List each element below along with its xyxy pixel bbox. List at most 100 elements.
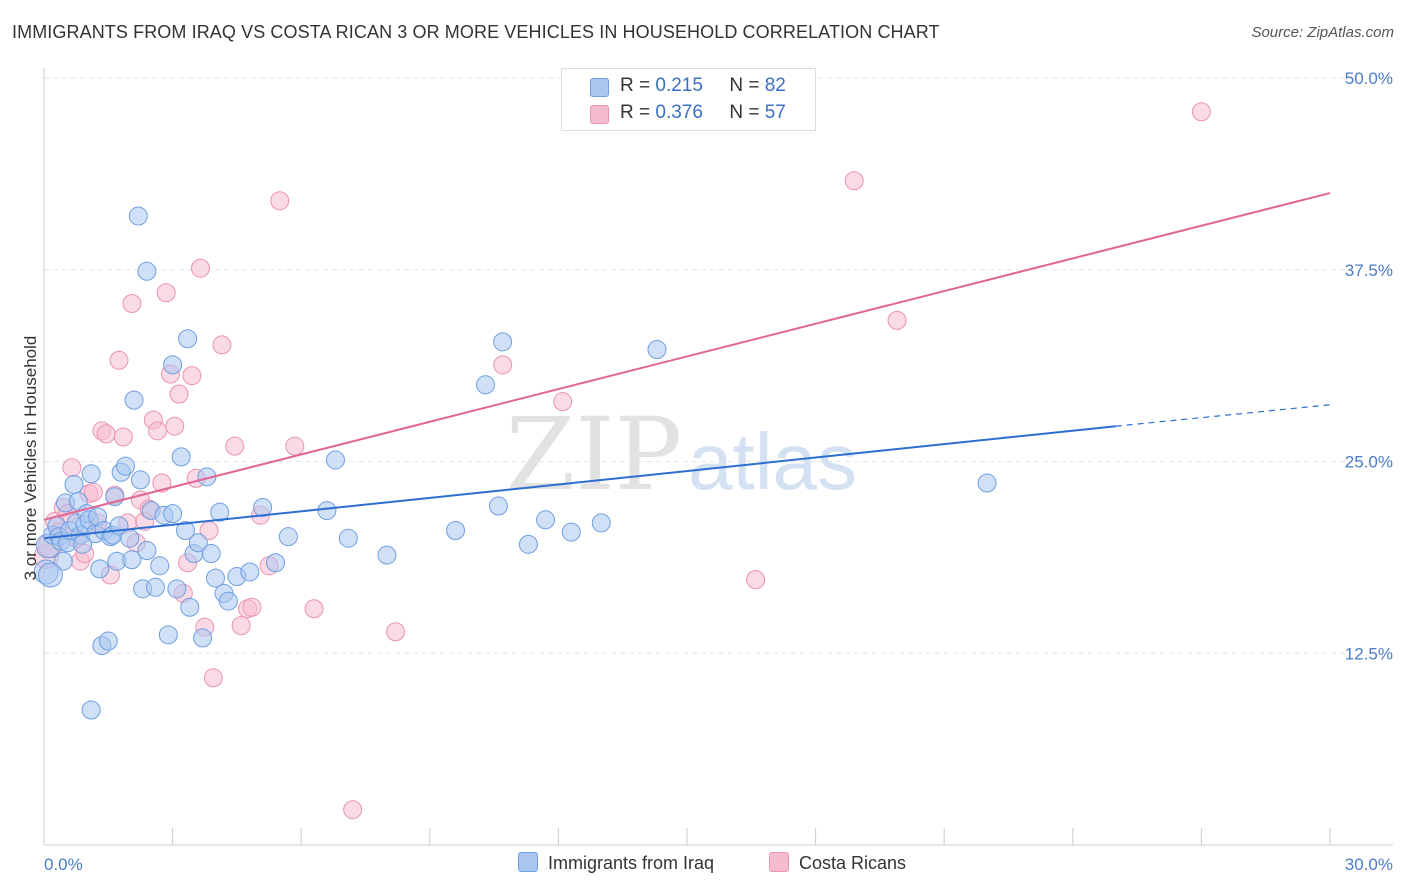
trend-line-costa-rica <box>43 192 1331 521</box>
trend-line-iraq <box>43 425 1116 540</box>
data-point-costa-rica <box>96 424 116 444</box>
data-point-costa-rica <box>386 622 406 642</box>
data-point-costa-rica <box>212 335 232 355</box>
data-point-iraq <box>317 501 337 521</box>
data-point-costa-rica <box>225 436 245 456</box>
data-point-iraq <box>124 390 144 410</box>
data-point-costa-rica <box>1191 102 1211 122</box>
data-point-costa-rica <box>304 599 324 619</box>
data-point-iraq <box>518 534 538 554</box>
legend-r-value-iraq: 0.215 <box>655 75 703 96</box>
data-point-iraq <box>167 579 187 599</box>
data-point-costa-rica <box>844 171 864 191</box>
bottom-legend-label-iraq: Immigrants from Iraq <box>548 853 715 873</box>
data-point-iraq <box>188 533 208 553</box>
legend-n-value-iraq: 82 <box>764 75 786 96</box>
legend-n-label: N = <box>729 75 760 96</box>
data-point-iraq <box>647 340 667 360</box>
legend-r-label: R = <box>620 102 651 123</box>
data-point-iraq <box>163 355 183 375</box>
data-point-iraq <box>476 375 496 395</box>
source-label: Source: ZipAtlas.com <box>1251 24 1394 41</box>
chart-title: IMMIGRANTS FROM IRAQ VS COSTA RICAN 3 OR… <box>12 22 940 42</box>
y-axis-label: 3 or more Vehicles in Household <box>21 336 40 581</box>
data-point-costa-rica <box>203 668 223 688</box>
data-point-costa-rica <box>83 482 103 502</box>
data-point-iraq <box>561 522 581 542</box>
legend-swatch-iraq <box>590 78 609 97</box>
legend-swatch-costa-rica <box>590 105 609 124</box>
data-point-iraq <box>158 625 178 645</box>
data-point-iraq <box>218 591 238 611</box>
x-tick-label-start: 0.0% <box>44 855 83 874</box>
bottom-legend-iraq: Immigrants from Iraq <box>518 852 714 874</box>
data-point-costa-rica <box>113 427 133 447</box>
data-point-costa-rica <box>190 258 210 278</box>
data-point-iraq <box>81 700 101 720</box>
data-point-costa-rica <box>62 458 82 478</box>
bottom-legend-costa-rica: Costa Ricans <box>769 852 906 874</box>
y-tick-label: 37.5% <box>1345 261 1393 280</box>
data-point-iraq <box>150 556 170 576</box>
x-tick-label-end: 30.0% <box>1345 855 1393 874</box>
data-point-costa-rica <box>165 416 185 436</box>
data-point-iraq <box>115 456 135 476</box>
data-point-iraq <box>163 504 183 524</box>
stats-legend: R = 0.215 N = 82 R = 0.376 N = 57 <box>561 68 816 131</box>
data-point-iraq <box>205 568 225 588</box>
data-point-iraq <box>193 628 213 648</box>
data-point-costa-rica <box>493 355 513 375</box>
data-point-iraq <box>64 475 84 495</box>
data-point-iraq <box>377 545 397 565</box>
data-point-costa-rica <box>152 473 172 493</box>
bottom-legend-swatch-iraq <box>518 852 538 872</box>
data-point-iraq <box>73 534 93 554</box>
legend-n-value-costa-rica: 57 <box>764 102 786 123</box>
y-tick-label: 50.0% <box>1345 69 1393 88</box>
data-point-iraq <box>265 553 285 573</box>
data-point-iraq <box>253 498 273 518</box>
data-point-costa-rica <box>553 392 573 412</box>
watermark-zip: ZIP <box>506 396 682 513</box>
data-point-iraq <box>536 510 556 530</box>
data-point-iraq <box>128 206 148 226</box>
data-point-iraq <box>338 528 358 548</box>
legend-n-label: N = <box>729 102 760 123</box>
bottom-legend-swatch-costa-rica <box>769 852 789 872</box>
data-point-iraq <box>180 597 200 617</box>
data-point-costa-rica <box>285 436 305 456</box>
data-point-iraq <box>120 528 140 548</box>
bottom-legend-label-costa-rica: Costa Ricans <box>799 853 907 873</box>
data-point-iraq <box>53 551 73 571</box>
data-point-iraq <box>240 562 260 582</box>
data-point-costa-rica <box>231 616 251 636</box>
data-point-iraq <box>130 470 150 490</box>
data-point-iraq <box>137 261 157 281</box>
data-point-costa-rica <box>887 310 907 330</box>
data-point-iraq <box>81 464 101 484</box>
data-point-iraq <box>325 450 345 470</box>
data-point-iraq <box>145 577 165 597</box>
data-point-costa-rica <box>270 191 290 211</box>
data-point-iraq <box>493 332 513 352</box>
data-point-iraq <box>278 527 298 547</box>
data-point-iraq <box>210 502 230 522</box>
y-tick-label: 12.5% <box>1345 644 1393 663</box>
legend-r-label: R = <box>620 75 651 96</box>
trend-line-iraq-extension <box>1115 404 1331 427</box>
data-point-costa-rica <box>109 350 129 370</box>
data-point-costa-rica <box>148 421 168 441</box>
data-point-iraq <box>977 473 997 493</box>
data-point-iraq <box>446 521 466 541</box>
data-point-costa-rica <box>242 597 262 617</box>
y-tick-label: 25.0% <box>1345 453 1393 472</box>
data-point-costa-rica <box>169 384 189 404</box>
data-point-iraq <box>178 329 198 349</box>
data-point-iraq <box>175 521 195 541</box>
data-point-costa-rica <box>122 293 142 313</box>
data-point-iraq <box>488 496 508 516</box>
data-point-iraq <box>591 513 611 533</box>
data-point-iraq <box>137 540 157 560</box>
data-point-costa-rica <box>156 283 176 303</box>
